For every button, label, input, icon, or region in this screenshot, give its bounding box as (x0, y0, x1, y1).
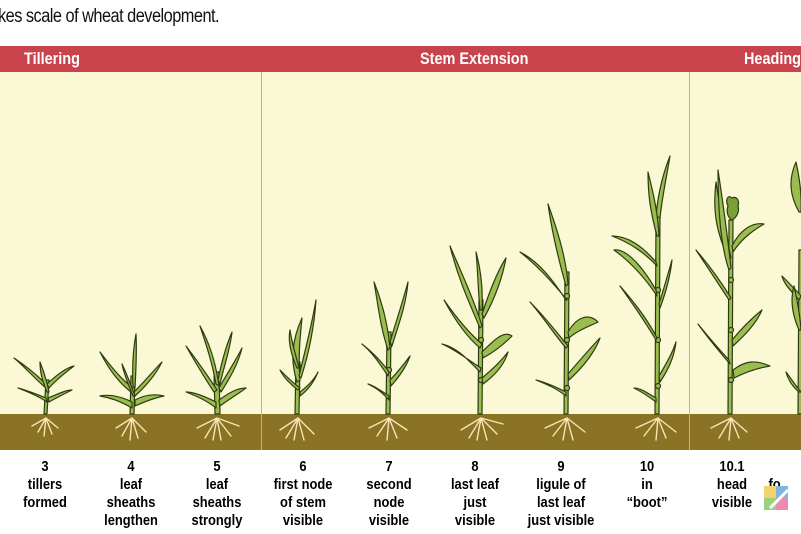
stage-4-description: 4 leaf sheaths lengthen (92, 458, 169, 530)
stage-line: just (463, 494, 487, 511)
stage-line: first node (273, 476, 333, 493)
stage-number: 6 (299, 458, 307, 475)
stage-line: in (641, 476, 653, 493)
stage-line: last leaf (536, 494, 586, 511)
divider-tillering-stem (261, 72, 262, 450)
stage-5-description: 5 leaf sheaths strongly (178, 458, 255, 530)
divider-stem-heading (689, 72, 690, 450)
stage-number: 10 (639, 458, 655, 475)
stage-line: sheaths (192, 494, 242, 511)
stage-10-description: 10 in “boot” (608, 458, 685, 512)
stage-line: sheaths (106, 494, 156, 511)
wheat-plant-stage-7 (361, 281, 411, 415)
stage-3-description: 3 tillers formed (6, 458, 83, 512)
stage-9-description: 9 ligule of last leaf just visible (522, 458, 599, 530)
stage-line: strongly (191, 512, 243, 529)
stage-label-heading: Heading (744, 49, 801, 68)
stage-number: 8 (471, 458, 479, 475)
stage-line: node (373, 494, 405, 511)
stage-line: ligule of (536, 476, 586, 493)
stage-header-bar (0, 46, 801, 72)
stage-line: leaf (205, 476, 229, 493)
wheat-plant-stage-3 (13, 357, 75, 415)
wheat-plant-stage-9 (519, 203, 601, 415)
wheat-plant-stage-10 (611, 155, 677, 415)
stage-line: head (716, 476, 748, 493)
stage-6-description: 6 first node of stem visible (264, 458, 341, 530)
stage-line: just visible (527, 512, 595, 529)
wheat-plant-stage-5 (185, 325, 247, 415)
stage-number: 5 (213, 458, 221, 475)
stage-label-tillering: Tillering (24, 49, 80, 68)
stage-line: tillers (27, 476, 63, 493)
stage-number: 7 (385, 458, 393, 475)
stage-number: 4 (127, 458, 135, 475)
stage-10-1-description: 10.1 head visible (693, 458, 770, 512)
stage-line: last leaf (450, 476, 500, 493)
stage-line: visible (711, 494, 753, 511)
wheat-plant-partial (781, 161, 801, 415)
watermark-logo-icon (764, 486, 790, 510)
wheat-plant-stage-10-1 (695, 169, 771, 415)
stage-line: visible (368, 512, 410, 529)
stage-label-stem-extension: Stem Extension (420, 49, 529, 68)
stage-number: 9 (557, 458, 565, 475)
stage-line: leaf (119, 476, 143, 493)
stage-number: 10.1 (719, 458, 745, 475)
stage-line: “boot” (626, 494, 668, 511)
stage-7-description: 7 second node visible (350, 458, 427, 530)
wheat-plant-stage-6 (279, 299, 319, 415)
stage-line: visible (282, 512, 324, 529)
stage-line: of stem (280, 494, 326, 511)
wheat-plant-stage-8 (441, 245, 513, 415)
roots-group (31, 417, 748, 441)
figure-caption: kes scale of wheat development. (0, 6, 220, 27)
stage-number: 3 (41, 458, 49, 475)
stage-line: lengthen (104, 512, 158, 529)
stage-line: formed (23, 494, 67, 511)
wheat-plant-stage-4 (99, 333, 165, 415)
stage-line: visible (454, 512, 496, 529)
stage-8-description: 8 last leaf just visible (436, 458, 513, 530)
stage-line: second (366, 476, 412, 493)
